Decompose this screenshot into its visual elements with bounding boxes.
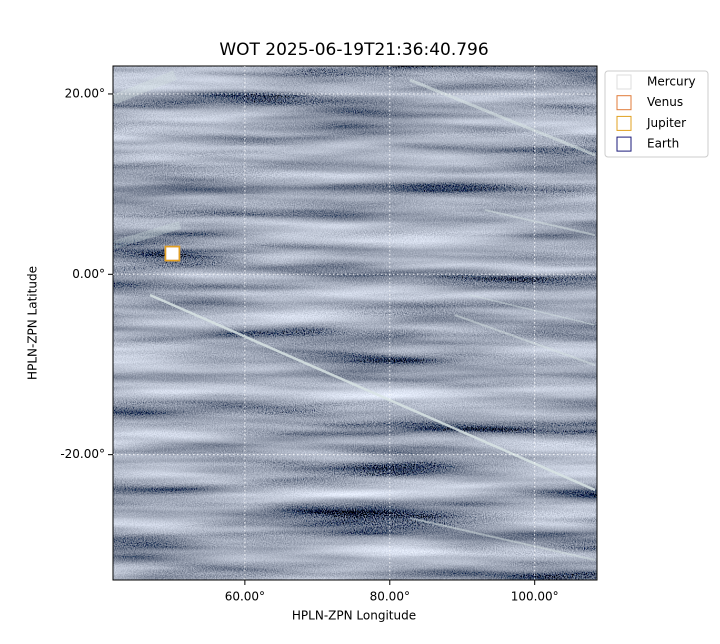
legend-label: Mercury (647, 75, 696, 89)
plot-frame (112, 65, 598, 581)
y-tick-label: 20.00° (65, 86, 105, 100)
y-tick-label: 0.00° (72, 267, 105, 281)
planet-marker (164, 245, 181, 262)
x-axis-label: HPLN-ZPN Longitude (292, 609, 416, 623)
legend-marker (616, 115, 632, 131)
legend-marker (616, 136, 632, 152)
x-tick-label: 60.00° (225, 590, 265, 604)
streaks (113, 70, 596, 561)
y-axis-label: HPLN-ZPN Latitude (26, 266, 40, 380)
y-tick-label: -20.00° (60, 447, 105, 461)
legend-label: Earth (647, 137, 679, 151)
x-tick-label: 80.00° (370, 590, 410, 604)
legend-label: Venus (647, 95, 683, 109)
legend-marker (616, 95, 632, 111)
image-texture (113, 66, 597, 580)
x-tick-label: 100.00° (511, 590, 559, 604)
planet-marker (164, 245, 181, 262)
legend (604, 70, 709, 158)
legend-label: Jupiter (646, 116, 686, 130)
legend-marker (616, 74, 632, 90)
chart-title: WOT 2025-06-19T21:36:40.796 (219, 40, 488, 60)
